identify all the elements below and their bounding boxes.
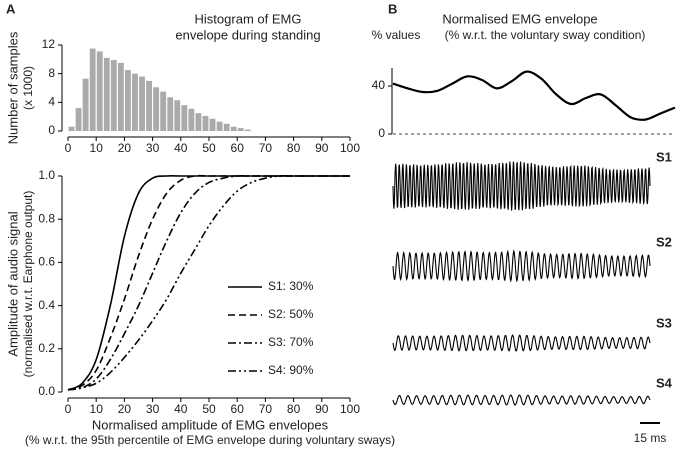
bar <box>117 62 124 131</box>
bar <box>223 123 230 131</box>
waveform <box>392 394 651 406</box>
x-tick-label: 70 <box>259 141 273 155</box>
x-tick-label: 90 <box>315 141 329 155</box>
panel-label: B <box>388 1 397 16</box>
bar <box>146 80 152 131</box>
y-tick-label: 8 <box>48 66 55 80</box>
x-tick-label: 100 <box>340 402 360 416</box>
x-tick-label: 10 <box>90 402 104 416</box>
bar <box>75 108 82 131</box>
y-tick-label: 0.0 <box>38 384 55 398</box>
bar <box>68 126 75 131</box>
chart-title: Histogram of EMG <box>195 11 302 26</box>
x-tick-label: 80 <box>287 402 301 416</box>
legend-label: S3: 70% <box>268 335 314 349</box>
trace-label: S1 <box>656 149 672 164</box>
bar <box>181 105 188 131</box>
y-tick-label: 4 <box>48 95 55 109</box>
bar <box>195 113 202 131</box>
bar <box>110 60 117 131</box>
waveform <box>392 334 651 352</box>
bar <box>82 78 89 131</box>
series-line <box>67 175 350 391</box>
x-tick-label: 30 <box>146 141 160 155</box>
x-tick-label: 0 <box>65 402 72 416</box>
y-axis-label: Amplitude of audio signal <box>5 211 20 356</box>
y-axis-label: % values <box>372 28 421 42</box>
x-tick-label: 60 <box>231 402 245 416</box>
x-tick-label: 30 <box>146 402 160 416</box>
bar <box>167 97 174 131</box>
waveform <box>392 249 651 283</box>
bar <box>174 100 181 131</box>
y-tick-label: 40 <box>372 78 386 92</box>
bar <box>103 57 110 131</box>
bar <box>202 115 209 131</box>
bar <box>216 121 223 131</box>
chart-subtitle: (% w.r.t. the voluntary sway condition) <box>445 28 646 42</box>
trace-label: S2 <box>656 234 672 249</box>
chart-title: Normalised EMG envelope <box>442 11 597 26</box>
x-tick-label: 40 <box>174 402 188 416</box>
x-axis-note: (% w.r.t. the 95th percentile of EMG env… <box>25 433 395 447</box>
x-tick-label: 70 <box>259 402 273 416</box>
x-tick-label: 20 <box>118 141 132 155</box>
trace-label: S4 <box>656 375 673 390</box>
bar <box>125 70 131 131</box>
y-tick-label: 0.6 <box>38 255 55 269</box>
x-tick-label: 0 <box>65 141 72 155</box>
legend-label: S4: 90% <box>268 363 314 377</box>
waveform <box>392 161 651 211</box>
bar <box>230 126 237 131</box>
chart-title: envelope during standing <box>175 27 320 42</box>
y-tick-label: 1.0 <box>38 168 55 182</box>
bar <box>139 76 145 131</box>
bar <box>89 48 96 132</box>
legend-label: S2: 50% <box>268 307 314 321</box>
x-tick-label: 20 <box>118 402 132 416</box>
bar <box>160 91 167 131</box>
x-tick-label: 100 <box>340 141 360 155</box>
bar <box>132 73 138 131</box>
x-tick-label: 50 <box>202 402 216 416</box>
y-axis-label: (normalised w.r.t. Earphone output) <box>21 191 35 378</box>
y-tick-label: 0.2 <box>38 341 55 355</box>
legend-label: S1: 30% <box>268 279 314 293</box>
bar <box>188 108 195 131</box>
y-axis-label: Number of samples <box>5 31 20 144</box>
y-tick-label: 12 <box>42 37 56 51</box>
envelope-line <box>392 70 676 121</box>
y-tick-label: 0 <box>378 126 385 140</box>
bar <box>96 51 103 132</box>
x-axis-label: Normalised amplitude of EMG envelopes <box>92 417 329 432</box>
x-tick-label: 60 <box>231 141 245 155</box>
scale-bar-label: 15 ms <box>634 431 667 445</box>
x-tick-label: 80 <box>287 141 301 155</box>
x-tick-label: 50 <box>202 141 216 155</box>
y-tick-label: 0.8 <box>38 211 55 225</box>
bar <box>209 118 216 131</box>
panel-label: A <box>6 1 16 16</box>
x-tick-label: 90 <box>315 402 329 416</box>
x-tick-label: 10 <box>90 141 104 155</box>
bar <box>237 128 244 131</box>
y-tick-label: 0 <box>48 123 55 137</box>
y-axis-label: (x 1000) <box>21 66 35 110</box>
y-tick-label: 0.4 <box>38 298 55 312</box>
bar <box>153 87 160 131</box>
bar <box>244 129 251 131</box>
x-tick-label: 40 <box>174 141 188 155</box>
trace-label: S3 <box>656 315 672 330</box>
